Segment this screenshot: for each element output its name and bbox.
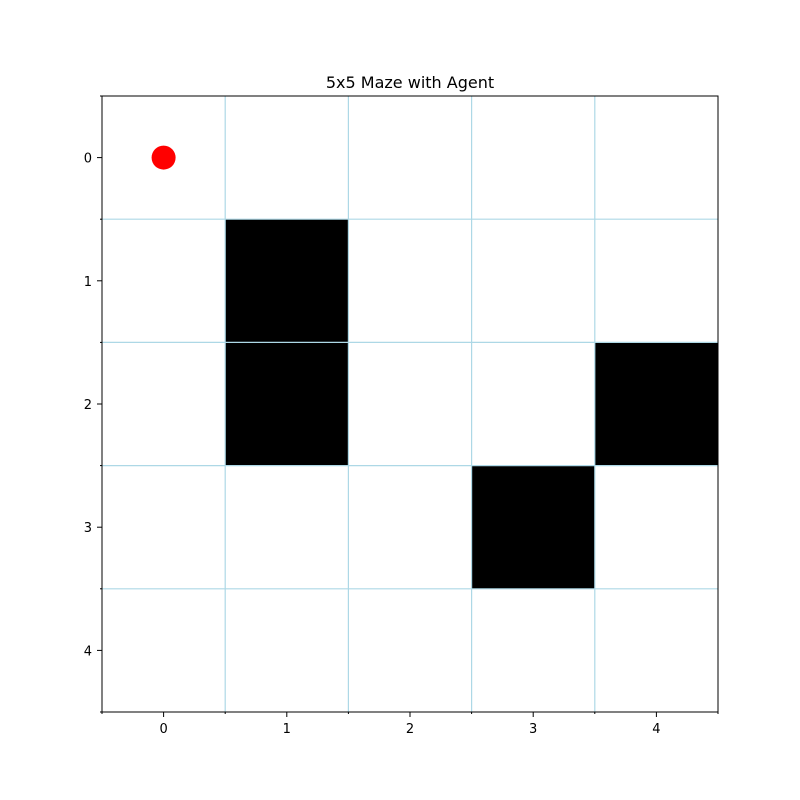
wall-cell	[594, 342, 718, 466]
y-tick-label: 3	[84, 521, 92, 536]
chart-title: 5x5 Maze with Agent	[326, 73, 494, 92]
x-tick-label: 2	[406, 722, 414, 737]
x-tick-label: 4	[652, 722, 660, 737]
wall-cell	[471, 465, 595, 589]
y-tick-label: 2	[84, 398, 92, 413]
agent-marker	[151, 145, 176, 170]
x-tick-label: 0	[159, 722, 167, 737]
plot-area: 0 1 2 3 4 0 1 2 3 4	[84, 95, 719, 737]
x-tick-label: 1	[283, 722, 291, 737]
x-tick-label: 3	[529, 722, 537, 737]
y-tick-label: 1	[84, 275, 92, 290]
y-tick-label: 4	[84, 644, 92, 659]
wall-cell	[225, 342, 349, 466]
y-tick-label: 0	[84, 152, 92, 167]
wall-cell	[225, 219, 349, 343]
